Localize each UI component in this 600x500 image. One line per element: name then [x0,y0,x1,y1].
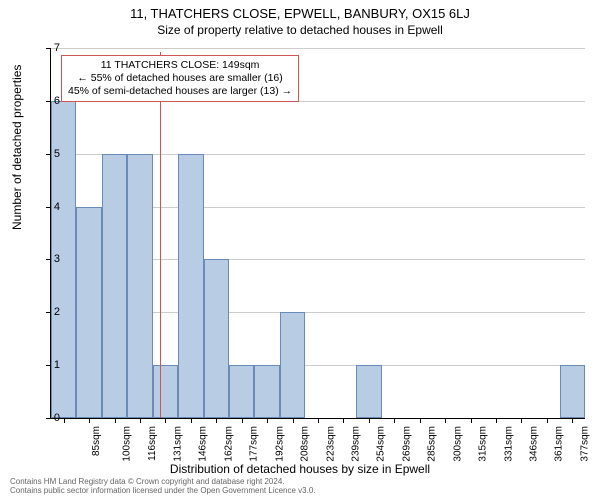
x-tick-label: 223sqm [325,426,336,462]
histogram-bar [76,207,101,418]
x-axis-label: Distribution of detached houses by size … [0,462,600,476]
plot-area: 85sqm100sqm116sqm131sqm146sqm162sqm177sq… [50,48,585,419]
histogram-bar [356,365,381,418]
x-tick-label: 85sqm [91,426,102,456]
x-tick-mark [471,418,472,423]
histogram-bar [178,154,203,418]
x-tick-label: 377sqm [579,426,590,462]
x-tick-mark [140,418,141,423]
y-tick-label: 7 [20,42,60,54]
x-tick-label: 177sqm [249,426,260,462]
x-tick-label: 146sqm [198,426,209,462]
chart-title-sub: Size of property relative to detached ho… [0,21,600,37]
x-tick-label: 285sqm [427,426,438,462]
y-tick-label: 1 [20,359,60,371]
x-tick-mark [115,418,116,423]
y-tick-label: 6 [20,95,60,107]
y-tick-label: 2 [20,306,60,318]
x-tick-label: 116sqm [146,426,157,461]
histogram-bar [153,365,178,418]
y-tick-label: 5 [20,148,60,160]
x-tick-label: 254sqm [376,426,387,462]
x-tick-mark [496,418,497,423]
x-tick-label: 239sqm [351,426,362,462]
x-tick-label: 300sqm [452,426,463,462]
x-tick-mark [521,418,522,423]
histogram-bar [127,154,152,418]
x-tick-label: 192sqm [274,426,285,462]
x-tick-mark [572,418,573,423]
x-tick-mark [318,418,319,423]
x-tick-mark [293,418,294,423]
x-tick-label: 162sqm [223,426,234,462]
y-tick-label: 4 [20,201,60,213]
histogram-bar [229,365,254,418]
x-tick-label: 361sqm [554,426,565,462]
x-tick-mark [242,418,243,423]
x-tick-label: 331sqm [503,426,514,462]
annotation-line3: 45% of semi-detached houses are larger (… [68,85,292,98]
x-tick-mark [64,418,65,423]
x-tick-mark [369,418,370,423]
footer-attribution: Contains HM Land Registry data © Crown c… [10,477,316,496]
histogram-bar [204,259,229,418]
histogram-bar [102,154,127,418]
x-tick-mark [420,418,421,423]
footer-line2: Contains public sector information licen… [10,486,316,496]
histogram-bar [280,312,305,418]
annotation-box: 11 THATCHERS CLOSE: 149sqm← 55% of detac… [61,55,299,102]
chart-title-main: 11, THATCHERS CLOSE, EPWELL, BANBURY, OX… [0,0,600,21]
x-tick-label: 100sqm [122,426,133,462]
y-tick-label: 3 [20,253,60,265]
x-tick-label: 269sqm [401,426,412,462]
x-tick-mark [394,418,395,423]
x-tick-mark [445,418,446,423]
chart-container: 11, THATCHERS CLOSE, EPWELL, BANBURY, OX… [0,0,600,500]
annotation-line1: 11 THATCHERS CLOSE: 149sqm [68,59,292,72]
annotation-line2: ← 55% of detached houses are smaller (16… [68,72,292,85]
x-tick-label: 208sqm [300,426,311,462]
x-tick-label: 346sqm [529,426,540,462]
x-tick-mark [89,418,90,423]
footer-line1: Contains HM Land Registry data © Crown c… [10,477,316,487]
x-tick-label: 315sqm [478,426,489,462]
x-tick-mark [267,418,268,423]
x-tick-label: 131sqm [173,426,184,462]
histogram-bar [560,365,585,418]
gridline-h [51,48,585,49]
x-tick-mark [191,418,192,423]
x-tick-mark [165,418,166,423]
x-tick-mark [343,418,344,423]
histogram-bar [254,365,279,418]
y-tick-label: 0 [20,412,60,424]
x-tick-mark [216,418,217,423]
property-marker-line [160,52,161,418]
x-tick-mark [547,418,548,423]
